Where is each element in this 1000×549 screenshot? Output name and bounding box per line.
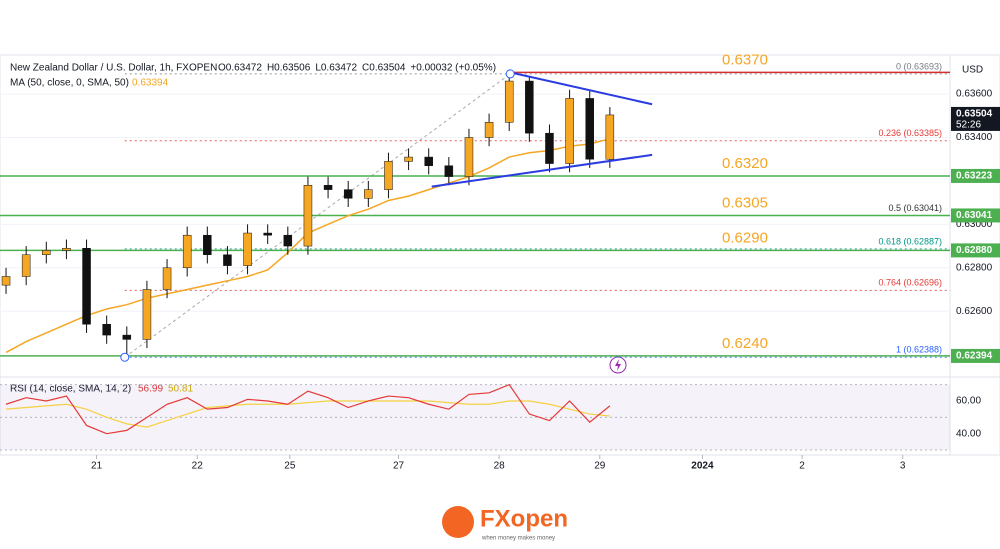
level-tag-label: 0.63223 bbox=[956, 171, 993, 182]
candle-body bbox=[444, 165, 454, 177]
candle-body bbox=[343, 189, 353, 199]
ohlc-legend-item: H0.63506 bbox=[267, 63, 311, 74]
candle-body bbox=[42, 250, 51, 256]
candle-body bbox=[122, 334, 132, 340]
candle-body bbox=[283, 234, 293, 247]
ma-last: 0.63394 bbox=[132, 78, 169, 89]
rsi-last: 56.99 bbox=[138, 384, 163, 395]
x-tick-label: 2024 bbox=[691, 461, 714, 472]
x-tick-label: 25 bbox=[284, 461, 296, 472]
candle-body bbox=[142, 289, 152, 340]
level-tag bbox=[951, 243, 1000, 258]
rsi-line bbox=[5, 383, 611, 435]
y-tick-label: 0.63000 bbox=[956, 219, 993, 230]
x-tick-label: 27 bbox=[393, 461, 405, 472]
ohlc-legend-item: O0.63472 bbox=[218, 63, 262, 74]
candle-body bbox=[424, 156, 433, 166]
level-text: 0.6305 bbox=[722, 194, 768, 211]
candle-body bbox=[82, 247, 91, 325]
candle-body bbox=[62, 247, 71, 251]
ohlc-legend-item: C0.63504 bbox=[362, 63, 406, 74]
candle-body bbox=[384, 161, 393, 190]
candle-body bbox=[223, 254, 232, 266]
y-tick-label: 0.62800 bbox=[956, 262, 993, 273]
trendline bbox=[431, 153, 653, 188]
event-bolt bbox=[615, 359, 621, 371]
candle-body bbox=[605, 114, 615, 160]
level-tag bbox=[951, 168, 1000, 183]
y-tick-label: 0.62600 bbox=[956, 306, 993, 317]
candle-body bbox=[102, 323, 111, 336]
fib-anchor-point bbox=[505, 69, 515, 79]
x-tick-label: 22 bbox=[192, 461, 204, 472]
level-tag-label: 0.62394 bbox=[956, 351, 993, 362]
candle-body bbox=[504, 80, 514, 123]
fib-anchor-line bbox=[124, 73, 511, 358]
candle-body bbox=[565, 98, 574, 164]
chart-title: New Zealand Dollar / U.S. Dollar, 1h, FX… bbox=[10, 63, 217, 74]
fib-label: 0.764 (0.62696) bbox=[878, 278, 942, 288]
candle-body bbox=[182, 234, 192, 269]
rsi-tick-label: 60.00 bbox=[956, 396, 981, 407]
level-text: 0.6320 bbox=[722, 155, 768, 172]
x-tick-label: 21 bbox=[91, 461, 103, 472]
candle-body bbox=[263, 232, 272, 236]
y-tick-label: 0.63600 bbox=[956, 89, 993, 100]
candle-body bbox=[1, 276, 11, 286]
ma-legend: MA (50, close, 0, SMA, 50) bbox=[10, 78, 129, 89]
level-text: 0.6370 bbox=[722, 51, 768, 68]
candle-body bbox=[585, 98, 594, 160]
trendline bbox=[510, 71, 653, 106]
rsi-tick-label: 40.00 bbox=[956, 428, 981, 439]
candle-body bbox=[404, 156, 413, 162]
level-tag bbox=[951, 348, 1000, 363]
level-tag-label: 0.62880 bbox=[956, 245, 993, 256]
fib-label: 0.5 (0.63041) bbox=[888, 203, 942, 213]
level-text: 0.6290 bbox=[722, 229, 768, 246]
ohlc-legend-item: L0.63472 bbox=[315, 63, 357, 74]
y-tick-label: 0.63400 bbox=[956, 132, 993, 143]
candle-body bbox=[323, 185, 333, 190]
candle-body bbox=[303, 185, 313, 247]
rsi-legend: RSI (14, close, SMA, 14, 2) bbox=[10, 384, 131, 395]
fib-label: 0 (0.63693) bbox=[896, 61, 942, 71]
x-tick-label: 29 bbox=[594, 461, 606, 472]
level-text: 0.6240 bbox=[722, 335, 768, 352]
rsi-sma-line bbox=[5, 400, 610, 428]
fib-label: 0.618 (0.62887) bbox=[878, 236, 942, 246]
candle-body bbox=[162, 267, 172, 290]
candle-body bbox=[545, 132, 554, 164]
x-tick-label: 28 bbox=[494, 461, 506, 472]
x-tick-label: 2 bbox=[799, 461, 805, 472]
last-price-label: 0.63504 bbox=[956, 109, 993, 120]
candle-body bbox=[21, 254, 31, 277]
candle-body bbox=[243, 232, 252, 266]
fib-anchor-point bbox=[120, 352, 130, 362]
candle-body bbox=[464, 137, 474, 177]
fib-label: 0.236 (0.63385) bbox=[878, 128, 942, 138]
ohlc-legend-item: +0.00032 (+0.05%) bbox=[410, 63, 496, 74]
last-price-timer: 52:26 bbox=[956, 120, 981, 131]
currency: USD bbox=[962, 65, 983, 76]
level-tag bbox=[951, 208, 1000, 223]
rsi-sma-last: 50.81 bbox=[168, 384, 193, 395]
last-price-tag bbox=[951, 106, 1000, 131]
logo-name: FXopen bbox=[480, 505, 568, 532]
logo: FXopen when money makes money bbox=[442, 505, 568, 542]
candle-body bbox=[203, 234, 212, 256]
candle-body bbox=[525, 80, 534, 134]
logo-emblem bbox=[442, 506, 474, 538]
candle-body bbox=[484, 122, 494, 138]
logo-tagline: when money makes money bbox=[481, 536, 555, 542]
candle-body bbox=[364, 189, 373, 199]
fib-label: 1 (0.62388) bbox=[896, 345, 942, 355]
x-tick-label: 3 bbox=[900, 461, 906, 472]
level-tag-label: 0.63041 bbox=[956, 210, 993, 221]
